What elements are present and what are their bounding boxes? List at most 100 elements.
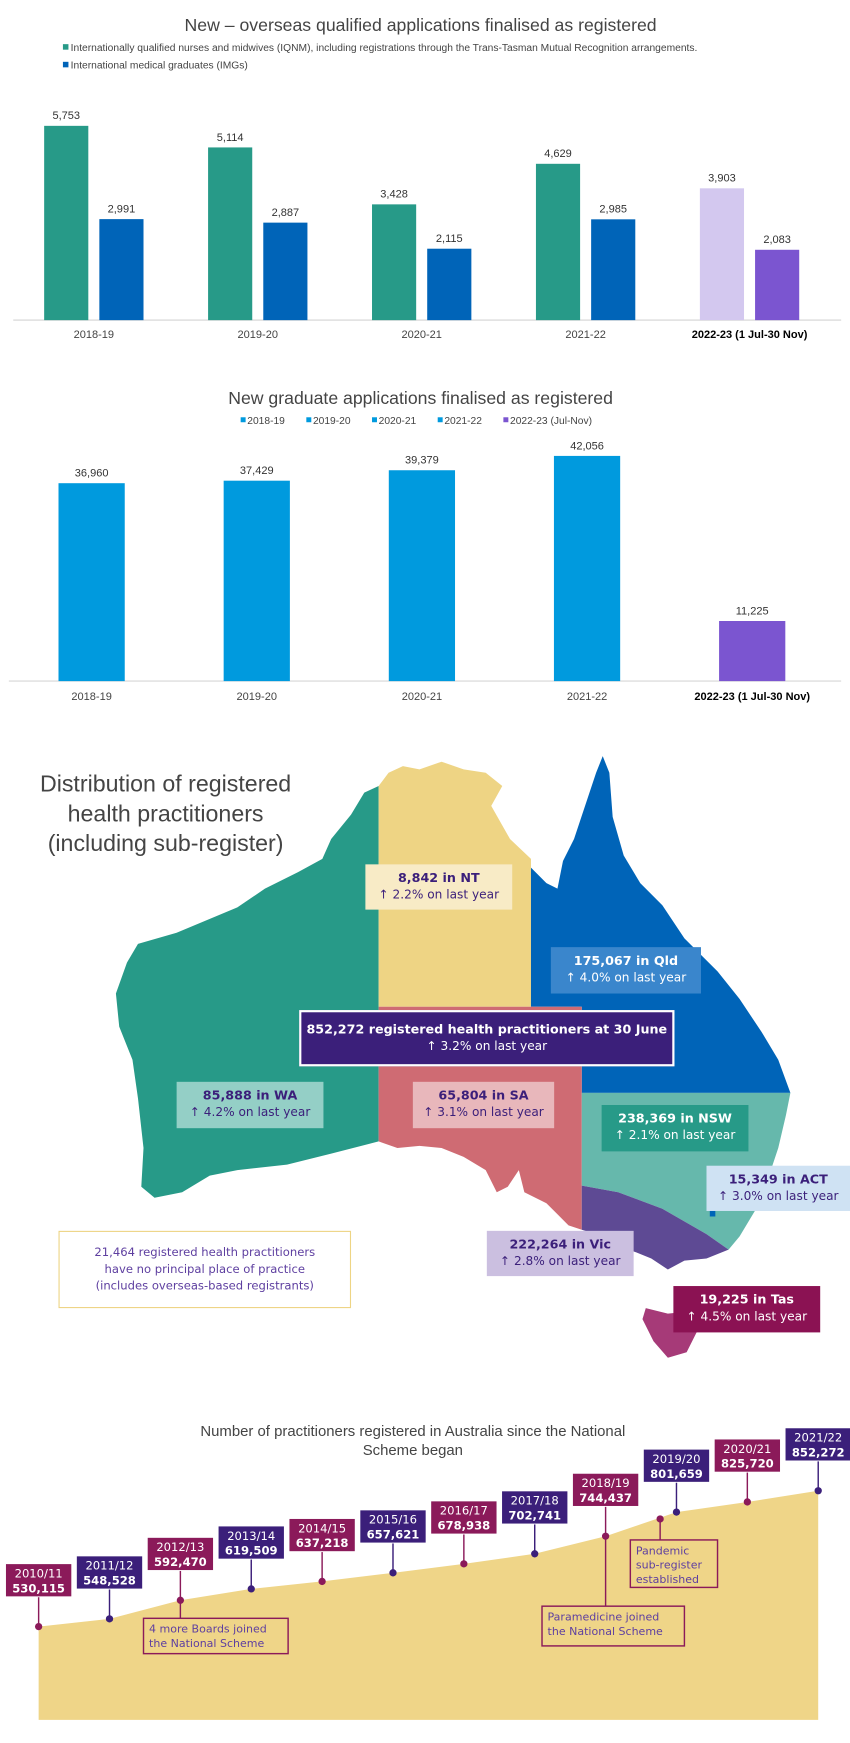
- total-change: ↑ 3.2% on last year: [426, 1038, 548, 1054]
- year-label: 2014/15: [298, 1521, 346, 1535]
- value-label: 548,528: [83, 1574, 136, 1588]
- bar-value-label: 5,753: [52, 110, 80, 122]
- year-label: 2019/20: [652, 1452, 700, 1466]
- bar-value-label: 3,903: [708, 173, 736, 185]
- legend-label: 2021-22: [444, 416, 482, 427]
- data-point-2020/21: [743, 1498, 751, 1506]
- bar-value-label: 2,083: [763, 234, 791, 246]
- value-label: 852,272: [792, 1446, 845, 1460]
- state-vic: [581, 1185, 729, 1270]
- sa-count: 65,804 in SA: [438, 1087, 529, 1103]
- bar-2018-19: [58, 483, 125, 682]
- vic-stat-box: 222,264 in Vic ↑ 2.8% on last year: [486, 1230, 634, 1277]
- legend-swatch: [437, 417, 443, 423]
- state-qld: [530, 756, 791, 1093]
- act-count: 15,349 in ACT: [728, 1171, 828, 1187]
- annotation-dot: [656, 1515, 664, 1523]
- bar-value-label: 39,379: [405, 455, 439, 467]
- note-line: have no principal place of practice: [104, 1262, 306, 1277]
- bar-value-label: 2,887: [272, 207, 300, 219]
- wa-stat-box: 85,888 in WA ↑ 4.2% on last year: [176, 1081, 324, 1129]
- timeline-chart-title: Number of practitioners registered in Au…: [200, 1422, 626, 1459]
- value-label: 530,115: [12, 1581, 65, 1595]
- legend-swatch: [503, 417, 509, 423]
- year-label: 2017/18: [511, 1494, 559, 1508]
- bar-value-label: 11,225: [736, 605, 769, 617]
- value-box-2020/21: [713, 1438, 781, 1473]
- year-label: 2010/11: [15, 1566, 63, 1580]
- bar-iqnm-2021-22: [535, 163, 581, 321]
- value-label: 637,218: [296, 1536, 349, 1550]
- annotation-box: [541, 1605, 686, 1647]
- act-stat-box: 15,349 in ACT ↑ 3.0% on last year: [706, 1165, 850, 1211]
- chart-title: New – overseas qualified applications fi…: [185, 15, 657, 35]
- legend-label-img: International medical graduates (IMGs): [71, 60, 248, 71]
- tas-change: ↑ 4.5% on last year: [686, 1309, 808, 1324]
- data-point-2016/17: [460, 1560, 468, 1568]
- annotation-box: [142, 1617, 289, 1655]
- total-stat-box: 852,272 registered health practitioners …: [299, 1010, 675, 1067]
- map-title: Distribution of registered health practi…: [11, 769, 320, 858]
- year-label: 2016/17: [440, 1504, 488, 1518]
- no-principal-place-note: 21,464 registered health practitioners h…: [58, 1230, 352, 1309]
- nsw-count: 238,369 in NSW: [618, 1110, 732, 1126]
- note-line: 21,464 registered health practitioners: [94, 1246, 316, 1260]
- year-label: 2015/16: [369, 1513, 417, 1527]
- bar-2021-22: [553, 455, 621, 682]
- bar-img-2021-22: [591, 219, 636, 321]
- chart-title: New graduate applications finalised as r…: [228, 388, 613, 408]
- bar-value-label: 2,991: [108, 203, 136, 215]
- qld-change: ↑ 4.0% on last year: [565, 970, 687, 985]
- data-point-2018/19: [601, 1532, 610, 1540]
- legend-label-iqnm: Internationally qualified nurses and mid…: [71, 43, 698, 54]
- annotation-text: the National Scheme: [149, 1637, 265, 1650]
- bar-2019-20: [223, 480, 290, 682]
- bar-value-label: 4,629: [544, 148, 572, 160]
- data-point-2011/12: [105, 1615, 114, 1623]
- x-tick-label: 2022-23 (1 Jul-30 Nov): [694, 691, 810, 703]
- x-tick-label: 2021-22: [565, 329, 605, 341]
- value-box-2010/11: [5, 1563, 73, 1598]
- x-tick-label: 2019-20: [238, 329, 278, 341]
- sa-change: ↑ 3.1% on last year: [423, 1105, 544, 1120]
- bar-img-2020-21: [427, 248, 472, 321]
- act-marker: [709, 1207, 716, 1217]
- legend-label: 2019-20: [313, 416, 351, 427]
- data-point-2014/15: [318, 1577, 326, 1586]
- value-label: 592,470: [154, 1555, 207, 1569]
- registrations-area: [38, 1490, 819, 1720]
- bar-iqnm-2019-20: [208, 147, 253, 321]
- legend-swatch: [240, 417, 246, 423]
- qld-count: 175,067 in Qld: [573, 952, 679, 969]
- x-tick-label: 2019-20: [237, 691, 277, 703]
- annotation-text: Pandemic: [636, 1544, 690, 1557]
- data-point-2013/14: [247, 1585, 255, 1593]
- data-point-2021/22: [814, 1487, 822, 1495]
- year-label: 2018/19: [582, 1476, 630, 1490]
- value-box-2013/14: [217, 1525, 285, 1560]
- legend-swatch-iqnm: [62, 44, 69, 50]
- x-tick-label: 2018-19: [71, 691, 111, 703]
- bar-img-2018-19: [99, 219, 144, 321]
- value-box-2018/19: [572, 1472, 640, 1507]
- value-label: 678,938: [437, 1519, 490, 1533]
- x-tick-label: 2020-21: [402, 691, 442, 703]
- value-label: 657,621: [367, 1528, 420, 1542]
- value-box-2012/13: [146, 1536, 214, 1571]
- overseas-applications-chart: New – overseas qualified applications fi…: [13, 15, 842, 341]
- legend-label: 2022-23 (Jul-Nov): [510, 416, 592, 427]
- value-box-2016/17: [430, 1500, 498, 1535]
- bar-iqnm-2020-21: [372, 204, 417, 321]
- map-title-line: health practitioners: [67, 801, 264, 827]
- legend-label: 2020-21: [379, 416, 417, 427]
- bar-img-2019-20: [263, 222, 308, 321]
- new-graduate-applications-chart: New graduate applications finalised as r…: [8, 388, 842, 703]
- value-label: 825,720: [721, 1457, 774, 1471]
- data-point-2015/16: [389, 1569, 397, 1577]
- data-point-2010/11: [34, 1622, 43, 1631]
- nt-stat-box: 8,842 in NT ↑ 2.2% on last year: [365, 864, 513, 910]
- map-title-line: Distribution of registered: [39, 771, 292, 798]
